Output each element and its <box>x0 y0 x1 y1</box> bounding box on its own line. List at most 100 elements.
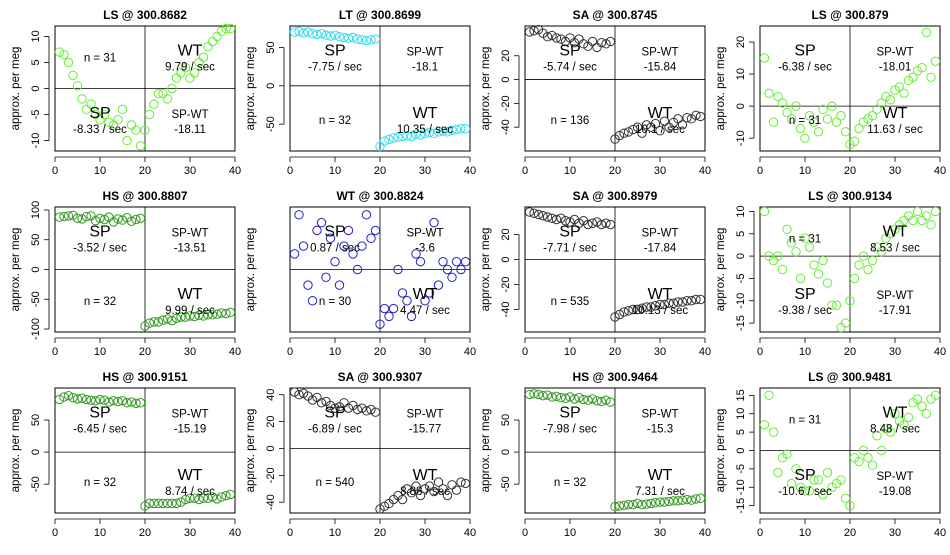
data-point <box>912 206 923 217</box>
data-point <box>68 392 78 403</box>
data-point <box>930 206 941 217</box>
data-point <box>90 396 101 406</box>
data-point <box>686 296 697 306</box>
x-tick-label: 10 <box>564 165 576 177</box>
data-point <box>203 310 213 320</box>
data-point <box>316 398 327 408</box>
y-tick-label: 50 <box>265 41 277 53</box>
y-tick-label: 0 <box>265 83 277 89</box>
data-point <box>63 390 74 401</box>
data-point <box>86 395 96 405</box>
data-point <box>795 123 806 134</box>
chart-panel-7: SA @ 300.8979 0 10 20 30 40 -40 -20 0 20 approx. p… <box>480 189 711 358</box>
data-point <box>316 217 327 228</box>
data-point <box>334 32 345 42</box>
data-point <box>330 256 340 267</box>
data-point <box>144 109 155 120</box>
data-point <box>782 449 792 459</box>
y-tick-label: 0 <box>500 256 512 262</box>
data-point <box>691 294 701 305</box>
y-tick-label: 5 <box>735 429 747 435</box>
data-point <box>81 394 92 405</box>
data-point <box>637 303 647 313</box>
wt-rate: 4.47 / sec <box>400 305 450 317</box>
data-point <box>628 499 638 510</box>
data-point <box>312 29 322 40</box>
chart-panel-2: LT @ 300.8699 0 10 20 30 40 -50 0 50 approx. per … <box>245 8 476 177</box>
sp-wt-label: SP-WT <box>171 109 208 121</box>
data-point <box>99 395 110 405</box>
sp-wt-label: SP-WT <box>171 408 208 420</box>
data-point <box>180 494 191 505</box>
data-point <box>72 213 83 224</box>
data-point <box>668 298 679 308</box>
data-point <box>397 288 408 298</box>
data-point <box>294 210 304 220</box>
data-point <box>592 217 602 227</box>
data-point <box>524 27 535 37</box>
data-point <box>77 94 87 104</box>
data-point <box>113 214 123 224</box>
data-point <box>551 33 562 43</box>
sample-count: n = 31 <box>789 233 821 245</box>
data-point <box>140 125 150 135</box>
data-point <box>117 215 128 225</box>
data-point <box>330 30 340 40</box>
data-point <box>122 398 132 408</box>
sample-count: n = 32 <box>319 115 351 127</box>
data-point <box>578 394 589 405</box>
data-point <box>370 225 381 236</box>
y-tick-label: -50 <box>30 291 42 307</box>
y-tick-label: -10 <box>735 130 747 146</box>
x-tick-label: 20 <box>844 527 856 539</box>
data-point <box>460 124 471 134</box>
data-point <box>818 255 828 266</box>
x-tick-label: 30 <box>184 527 196 539</box>
data-point <box>673 297 683 307</box>
data-point <box>303 280 313 290</box>
wt-label: WT <box>883 223 908 240</box>
y-tick-label: 50 <box>500 414 512 426</box>
data-point <box>782 224 792 235</box>
data-point <box>885 427 896 437</box>
data-point <box>189 311 200 322</box>
data-point <box>682 112 692 123</box>
data-point <box>587 394 598 404</box>
data-point <box>921 211 932 221</box>
data-point <box>637 499 647 510</box>
data-point <box>357 403 367 413</box>
data-point <box>316 28 327 39</box>
y-tick-label: -10 <box>30 133 42 149</box>
data-point <box>325 233 336 243</box>
data-point <box>352 264 363 275</box>
data-point <box>695 294 706 305</box>
x-tick-label: 0 <box>52 346 58 358</box>
wt-rate: 10.35 / sec <box>397 124 454 136</box>
data-point <box>415 490 426 501</box>
y-tick-label: 0 <box>30 85 42 91</box>
data-point <box>411 129 421 139</box>
data-point <box>406 131 417 142</box>
y-tick-label: 0 <box>735 447 747 453</box>
chart-title: HS @ 300.9464 <box>572 370 657 384</box>
x-tick-label: 40 <box>229 346 241 358</box>
sp-wt-label: SP-WT <box>406 227 443 239</box>
x-tick-label: 0 <box>522 165 528 177</box>
y-tick-label: 5 <box>735 231 747 237</box>
x-tick-label: 10 <box>329 165 341 177</box>
x-tick-label: 20 <box>844 165 856 177</box>
sp-label: SP <box>794 42 815 59</box>
data-point <box>420 128 430 139</box>
y-tick-label: 100 <box>30 201 42 219</box>
data-point <box>321 30 331 40</box>
data-point <box>786 478 797 489</box>
sp-wt-label: SP-WT <box>406 408 443 420</box>
data-point <box>379 501 390 511</box>
x-tick-label: 10 <box>329 527 341 539</box>
x-tick-label: 20 <box>609 527 621 539</box>
data-point <box>212 309 222 319</box>
data-point <box>225 23 236 34</box>
data-point <box>438 256 448 267</box>
data-point <box>547 213 557 223</box>
